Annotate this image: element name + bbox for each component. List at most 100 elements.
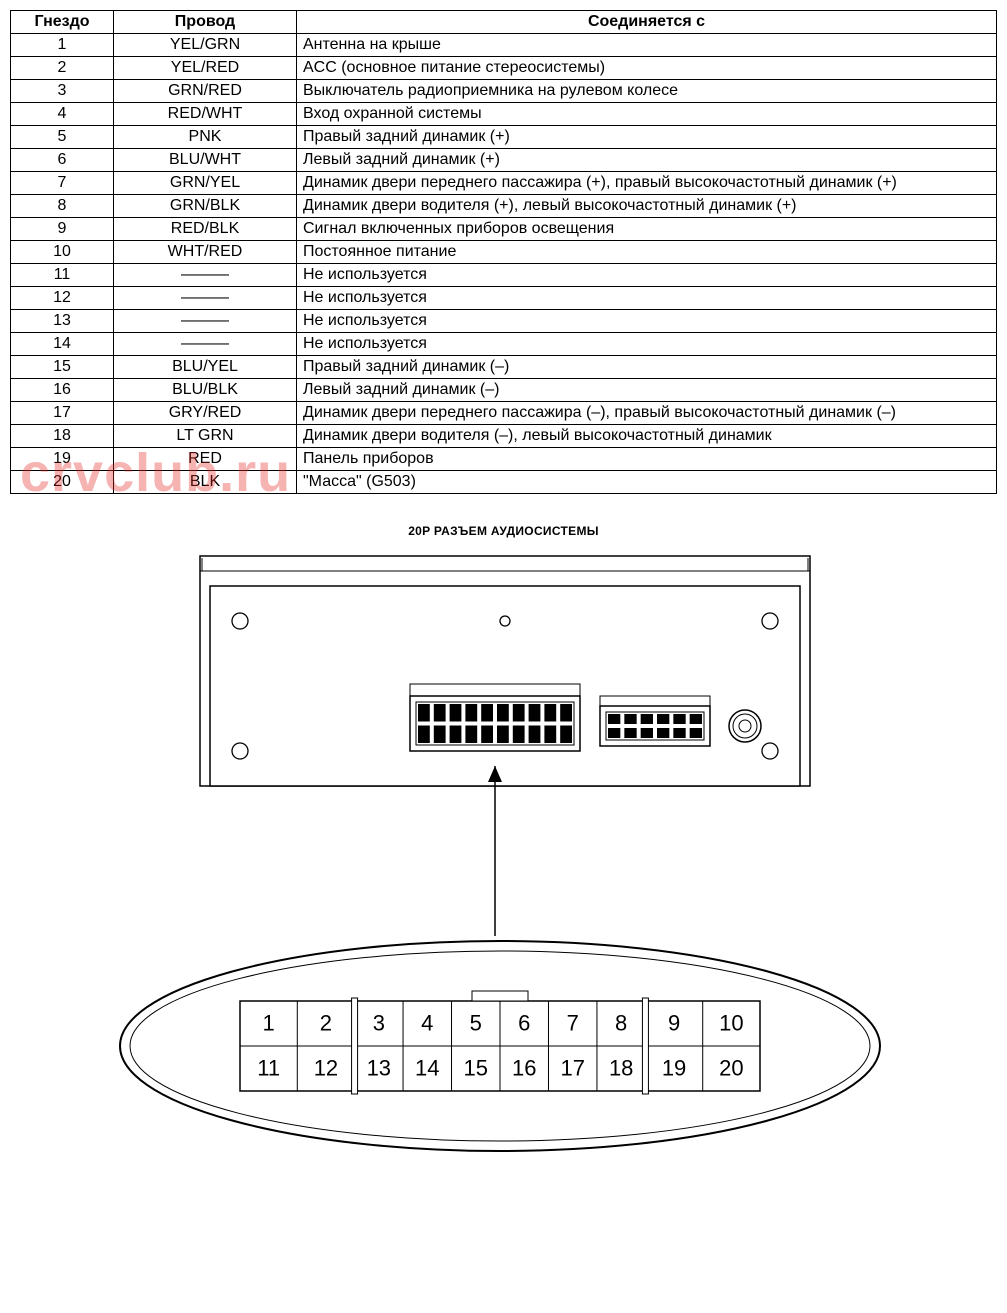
- cell-socket: 19: [11, 448, 114, 471]
- cell-connects: Правый задний динамик (–): [297, 356, 997, 379]
- cell-connects: Антенна на крыше: [297, 34, 997, 57]
- table-row: 15BLU/YELПравый задний динамик (–): [11, 356, 997, 379]
- cell-connects: Сигнал включенных приборов освещения: [297, 218, 997, 241]
- cell-wire: WHT/RED: [114, 241, 297, 264]
- cell-socket: 17: [11, 402, 114, 425]
- diagram-title: 20P РАЗЪЕМ АУДИОСИСТЕМЫ: [10, 524, 997, 538]
- table-row: 13———Не используется: [11, 310, 997, 333]
- table-row: 12———Не используется: [11, 287, 997, 310]
- cell-connects: Постоянное питание: [297, 241, 997, 264]
- svg-text:13: 13: [367, 1056, 391, 1081]
- table-row: 11———Не используется: [11, 264, 997, 287]
- cell-wire: BLK: [114, 471, 297, 494]
- cell-connects: Динамик двери переднего пассажира (+), п…: [297, 172, 997, 195]
- cell-connects: Динамик двери водителя (–), левый высоко…: [297, 425, 997, 448]
- cell-connects: Вход охранной системы: [297, 103, 997, 126]
- cell-socket: 2: [11, 57, 114, 80]
- cell-connects: Панель приборов: [297, 448, 997, 471]
- cell-connects: Не используется: [297, 310, 997, 333]
- col-connects: Соединяется с: [297, 11, 997, 34]
- cell-connects: Выключатель радиоприемника на рулевом ко…: [297, 80, 997, 103]
- table-row: 3GRN/REDВыключатель радиоприемника на ру…: [11, 80, 997, 103]
- cell-wire: YEL/RED: [114, 57, 297, 80]
- cell-wire: LT GRN: [114, 425, 297, 448]
- table-row: 9RED/BLKСигнал включенных приборов освещ…: [11, 218, 997, 241]
- cell-wire: BLU/WHT: [114, 149, 297, 172]
- svg-text:6: 6: [518, 1011, 530, 1036]
- cell-socket: 5: [11, 126, 114, 149]
- cell-socket: 20: [11, 471, 114, 494]
- table-row: 1YEL/GRNАнтенна на крыше: [11, 34, 997, 57]
- svg-text:5: 5: [470, 1011, 482, 1036]
- svg-text:7: 7: [567, 1011, 579, 1036]
- svg-text:17: 17: [560, 1056, 584, 1081]
- cell-socket: 13: [11, 310, 114, 333]
- table-row: 8GRN/BLKДинамик двери водителя (+), левы…: [11, 195, 997, 218]
- cell-socket: 8: [11, 195, 114, 218]
- cell-socket: 4: [11, 103, 114, 126]
- svg-text:18: 18: [609, 1056, 633, 1081]
- cell-connects: Динамик двери водителя (+), левый высоко…: [297, 195, 997, 218]
- cell-wire: GRN/YEL: [114, 172, 297, 195]
- svg-text:3: 3: [373, 1011, 385, 1036]
- cell-connects: ACC (основное питание стереосистемы): [297, 57, 997, 80]
- table-row: 2YEL/REDACC (основное питание стереосист…: [11, 57, 997, 80]
- cell-wire: GRY/RED: [114, 402, 297, 425]
- diagram-svg: 1234567891011121314151617181920: [10, 546, 997, 1186]
- cell-socket: 14: [11, 333, 114, 356]
- cell-socket: 3: [11, 80, 114, 103]
- cell-connects: Не используется: [297, 333, 997, 356]
- cell-connects: Правый задний динамик (+): [297, 126, 997, 149]
- svg-text:14: 14: [415, 1056, 439, 1081]
- cell-wire: BLU/BLK: [114, 379, 297, 402]
- table-row: 6BLU/WHTЛевый задний динамик (+): [11, 149, 997, 172]
- cell-connects: Левый задний динамик (+): [297, 149, 997, 172]
- cell-wire: ———: [114, 287, 297, 310]
- cell-socket: 12: [11, 287, 114, 310]
- cell-wire: PNK: [114, 126, 297, 149]
- svg-text:9: 9: [668, 1011, 680, 1036]
- cell-wire: BLU/YEL: [114, 356, 297, 379]
- table-header-row: Гнездо Провод Соединяется с: [11, 11, 997, 34]
- cell-connects: Левый задний динамик (–): [297, 379, 997, 402]
- table-row: 7GRN/YELДинамик двери переднего пассажир…: [11, 172, 997, 195]
- cell-socket: 1: [11, 34, 114, 57]
- table-row: 14———Не используется: [11, 333, 997, 356]
- cell-socket: 10: [11, 241, 114, 264]
- svg-text:2: 2: [320, 1011, 332, 1036]
- svg-text:12: 12: [314, 1056, 338, 1081]
- connector-diagram: 20P РАЗЪЕМ АУДИОСИСТЕМЫ 1234567891011121…: [10, 524, 997, 1191]
- cell-connects: "Масса" (G503): [297, 471, 997, 494]
- cell-wire: ———: [114, 310, 297, 333]
- cell-socket: 9: [11, 218, 114, 241]
- col-socket: Гнездо: [11, 11, 114, 34]
- cell-socket: 16: [11, 379, 114, 402]
- table-row: 10WHT/REDПостоянное питание: [11, 241, 997, 264]
- cell-wire: GRN/RED: [114, 80, 297, 103]
- table-row: 4RED/WHTВход охранной системы: [11, 103, 997, 126]
- table-row: 18LT GRNДинамик двери водителя (–), левы…: [11, 425, 997, 448]
- wiring-table: Гнездо Провод Соединяется с 1YEL/GRNАнте…: [10, 10, 997, 494]
- table-row: 17GRY/REDДинамик двери переднего пассажи…: [11, 402, 997, 425]
- cell-wire: RED/BLK: [114, 218, 297, 241]
- svg-text:16: 16: [512, 1056, 536, 1081]
- svg-text:19: 19: [662, 1056, 686, 1081]
- table-row: 16BLU/BLKЛевый задний динамик (–): [11, 379, 997, 402]
- cell-wire: RED: [114, 448, 297, 471]
- svg-text:8: 8: [615, 1011, 627, 1036]
- cell-wire: ———: [114, 333, 297, 356]
- svg-text:1: 1: [263, 1011, 275, 1036]
- cell-wire: ———: [114, 264, 297, 287]
- svg-text:10: 10: [719, 1011, 743, 1036]
- cell-socket: 7: [11, 172, 114, 195]
- cell-socket: 18: [11, 425, 114, 448]
- cell-wire: YEL/GRN: [114, 34, 297, 57]
- cell-wire: RED/WHT: [114, 103, 297, 126]
- svg-text:15: 15: [464, 1056, 488, 1081]
- cell-connects: Не используется: [297, 287, 997, 310]
- cell-socket: 6: [11, 149, 114, 172]
- table-row: 19REDПанель приборов: [11, 448, 997, 471]
- svg-text:4: 4: [421, 1011, 433, 1036]
- cell-connects: Не используется: [297, 264, 997, 287]
- cell-socket: 11: [11, 264, 114, 287]
